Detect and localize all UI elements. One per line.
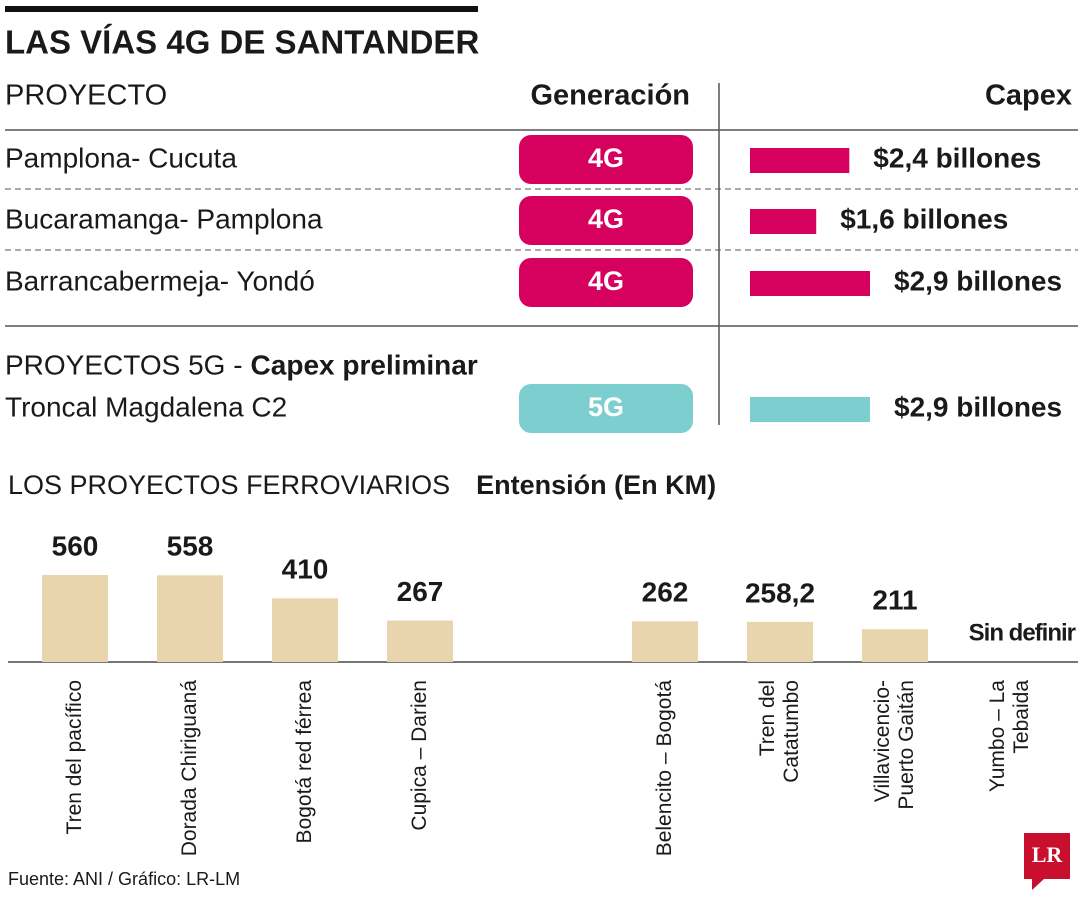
generation-label: 5G xyxy=(588,392,624,422)
chart-title: LOS PROYECTOS FERROVIARIOS xyxy=(8,470,450,500)
capex-bar xyxy=(750,148,850,173)
column-header: Capex xyxy=(985,80,1072,112)
generation-label: 4G xyxy=(588,204,624,234)
source: Fuente: ANI / Gráfico: LR-LM xyxy=(8,869,240,889)
bar xyxy=(862,629,928,662)
bar xyxy=(42,575,108,662)
category-label: Yumbo – La Tebaida xyxy=(986,680,1033,793)
capex-bar xyxy=(750,271,870,296)
value-label: 560 xyxy=(52,530,99,561)
value-label: 258,2 xyxy=(745,577,815,608)
value-label: 410 xyxy=(282,554,329,585)
bar xyxy=(272,598,338,662)
capex-label: $2,9 billones xyxy=(894,391,1062,422)
column-header: PROYECTO xyxy=(5,80,167,112)
category-label: Cupica – Darien xyxy=(408,680,431,831)
bar xyxy=(157,575,223,662)
category-label: Belencito – Bogotá xyxy=(653,680,676,857)
value-label: 262 xyxy=(642,577,689,608)
capex-label: $1,6 billones xyxy=(840,203,1008,234)
section-label: PROYECTOS 5G - xyxy=(5,349,243,380)
capex-label: $2,4 billones xyxy=(873,142,1041,173)
category-label: Bogotá red férrea xyxy=(293,680,316,844)
generation-pill xyxy=(519,196,693,245)
section-label-bold: Capex preliminar xyxy=(251,349,478,380)
project-name: Pamplona- Cucuta xyxy=(5,142,237,173)
value-label: Sin definir xyxy=(969,619,1076,646)
column-header: Generación xyxy=(530,80,690,112)
category-label: Tren del pacífico xyxy=(63,680,86,835)
logo-tail xyxy=(1032,879,1044,890)
logo xyxy=(1024,833,1070,879)
category-label: Dorada Chiriguaná xyxy=(178,680,201,857)
generation-pill xyxy=(519,135,693,184)
bar xyxy=(632,621,698,662)
generation-pill xyxy=(519,384,693,433)
capex-bar xyxy=(750,397,870,422)
title: LAS VÍAS 4G DE SANTANDER xyxy=(5,24,479,61)
project-name: Troncal Magdalena C2 xyxy=(5,391,287,422)
chart-subtitle: Entensión (En KM) xyxy=(476,470,716,500)
bar xyxy=(387,620,453,662)
generation-pill xyxy=(519,258,693,307)
generation-label: 4G xyxy=(588,266,624,296)
value-label: 211 xyxy=(872,585,917,616)
category-label: Tren del Catatumbo xyxy=(756,680,803,783)
capex-bar xyxy=(750,209,817,234)
top-rule xyxy=(5,6,478,12)
project-name: Barrancabermeja- Yondó xyxy=(5,265,315,296)
project-name: Bucaramanga- Pamplona xyxy=(5,203,323,234)
value-label: 267 xyxy=(397,576,444,607)
value-label: 558 xyxy=(167,531,214,562)
bar xyxy=(747,621,813,662)
category-label: Villavicencio- Puerto Gaitán xyxy=(871,680,918,810)
generation-label: 4G xyxy=(588,143,624,173)
logo-text: LR xyxy=(1032,842,1064,867)
capex-label: $2,9 billones xyxy=(894,265,1062,296)
